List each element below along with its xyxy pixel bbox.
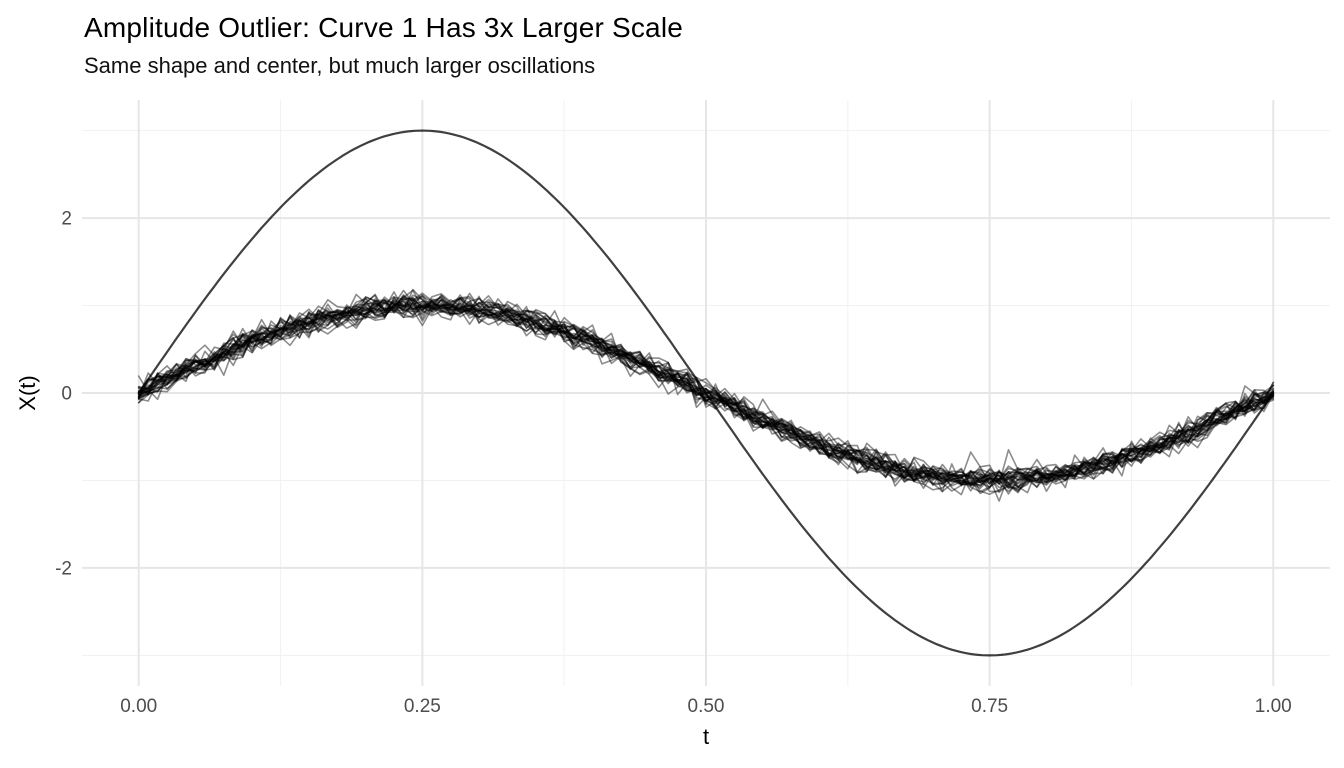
bundle-curve xyxy=(137,289,1275,494)
curves-layer xyxy=(137,129,1275,657)
bundle-curve xyxy=(137,302,1275,484)
bundle-curve xyxy=(137,295,1275,492)
y-tick-label: 2 xyxy=(61,209,72,230)
bundle-curve xyxy=(137,293,1275,488)
bundle-curve xyxy=(137,298,1275,485)
bundle-curve xyxy=(137,289,1275,494)
bundle-curve xyxy=(137,295,1275,493)
y-tick-label: -2 xyxy=(55,558,72,579)
chart-title: Amplitude Outlier: Curve 1 Has 3x Larger… xyxy=(84,12,684,43)
x-axis-title: t xyxy=(702,724,710,749)
bundle-curve xyxy=(137,301,1275,493)
bundle-curve xyxy=(137,294,1275,493)
outlier-curve xyxy=(137,129,1275,657)
bundle-curve xyxy=(137,291,1275,486)
x-tick-label: 0.25 xyxy=(404,696,441,717)
bundle-curve xyxy=(137,292,1275,488)
bundle-curve xyxy=(137,296,1275,484)
bundle-curve xyxy=(137,300,1275,493)
bundle-curve xyxy=(137,300,1275,486)
x-tick-label: 0.00 xyxy=(120,696,157,717)
bundle-curve xyxy=(137,295,1275,489)
bundle-curve xyxy=(137,298,1275,490)
bundle-curve xyxy=(137,296,1275,495)
bundle-curve xyxy=(137,288,1275,493)
x-tick-label: 1.00 xyxy=(1255,696,1292,717)
x-tick-label: 0.75 xyxy=(971,696,1008,717)
bundle-curve xyxy=(137,296,1275,485)
bundle-curve xyxy=(137,297,1275,487)
y-axis-title: X(t) xyxy=(15,375,40,411)
bundle-curve xyxy=(137,296,1275,494)
y-tick-label: 0 xyxy=(61,384,72,405)
bundle-curve xyxy=(137,294,1275,484)
x-tick-label: 0.50 xyxy=(688,696,725,717)
chart-subtitle: Same shape and center, but much larger o… xyxy=(84,53,596,78)
